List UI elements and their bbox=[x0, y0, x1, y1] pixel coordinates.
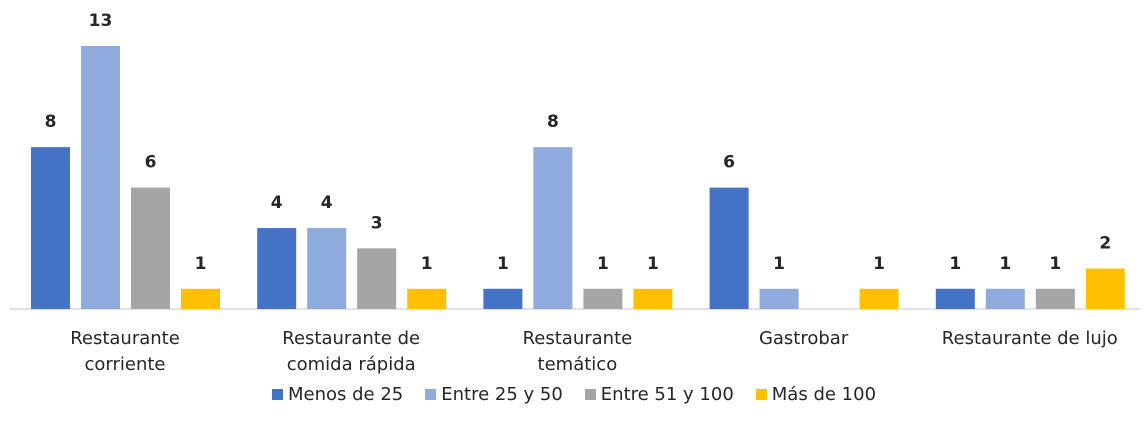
legend-swatch bbox=[584, 389, 596, 400]
legend-swatch bbox=[425, 389, 437, 400]
data-label: 1 bbox=[1049, 254, 1061, 274]
x-tick-label: Gastrobar bbox=[758, 328, 849, 349]
bar bbox=[31, 147, 70, 309]
data-label: 1 bbox=[773, 254, 785, 274]
bar bbox=[407, 288, 447, 309]
bar bbox=[935, 288, 975, 309]
data-label: 3 bbox=[371, 213, 383, 233]
legend-item: Menos de 25 bbox=[271, 384, 404, 405]
x-tick-label: Restaurante temático bbox=[522, 328, 633, 375]
legend-label: Entre 51 y 100 bbox=[600, 384, 734, 405]
x-tick-label: Restaurante corriente bbox=[70, 328, 180, 375]
bar bbox=[307, 228, 347, 309]
bar bbox=[985, 288, 1025, 309]
data-label: 1 bbox=[873, 254, 885, 274]
bar bbox=[533, 147, 573, 309]
legend-item: Entre 25 y 50 bbox=[425, 384, 563, 405]
data-label: 4 bbox=[321, 193, 333, 213]
data-label: 1 bbox=[421, 254, 433, 274]
data-label: 6 bbox=[723, 153, 735, 173]
data-label: 13 bbox=[89, 11, 113, 31]
bar bbox=[181, 288, 220, 309]
bar bbox=[709, 187, 749, 309]
legend: Menos de 25 Entre 25 y 50 Entre 51 y 100 Má… bbox=[0, 384, 1148, 405]
legend-label: Entre 25 y 50 bbox=[441, 384, 563, 405]
data-label: 1 bbox=[597, 254, 609, 274]
x-tick-label: Restaurante de lujo bbox=[941, 328, 1118, 349]
data-label: 4 bbox=[271, 193, 283, 213]
bar bbox=[1035, 288, 1075, 309]
bar bbox=[633, 288, 673, 309]
data-label: 8 bbox=[547, 112, 559, 132]
data-label: 1 bbox=[949, 254, 961, 274]
bar bbox=[1085, 268, 1125, 309]
data-label: 1 bbox=[195, 254, 207, 274]
legend-item: Más de 100 bbox=[755, 384, 877, 405]
legend-item: Entre 51 y 100 bbox=[584, 384, 734, 405]
data-label: 1 bbox=[497, 254, 509, 274]
legend-label: Más de 100 bbox=[771, 384, 877, 405]
bar bbox=[81, 46, 120, 309]
bar bbox=[859, 288, 899, 309]
legend-swatch bbox=[271, 389, 283, 400]
bar bbox=[131, 187, 170, 309]
bar bbox=[357, 248, 397, 309]
legend-label: Menos de 25 bbox=[287, 384, 404, 405]
bar bbox=[759, 288, 799, 309]
bar bbox=[257, 228, 297, 309]
legend-swatch bbox=[755, 389, 767, 400]
bar bbox=[483, 288, 523, 309]
bar bbox=[583, 288, 623, 309]
data-label: 1 bbox=[647, 254, 659, 274]
data-label: 2 bbox=[1099, 234, 1111, 254]
data-label: 1 bbox=[999, 254, 1011, 274]
data-label: 6 bbox=[145, 153, 157, 173]
data-label: 8 bbox=[45, 112, 57, 132]
x-tick-label: Restaurante de comida rápida bbox=[282, 328, 421, 375]
